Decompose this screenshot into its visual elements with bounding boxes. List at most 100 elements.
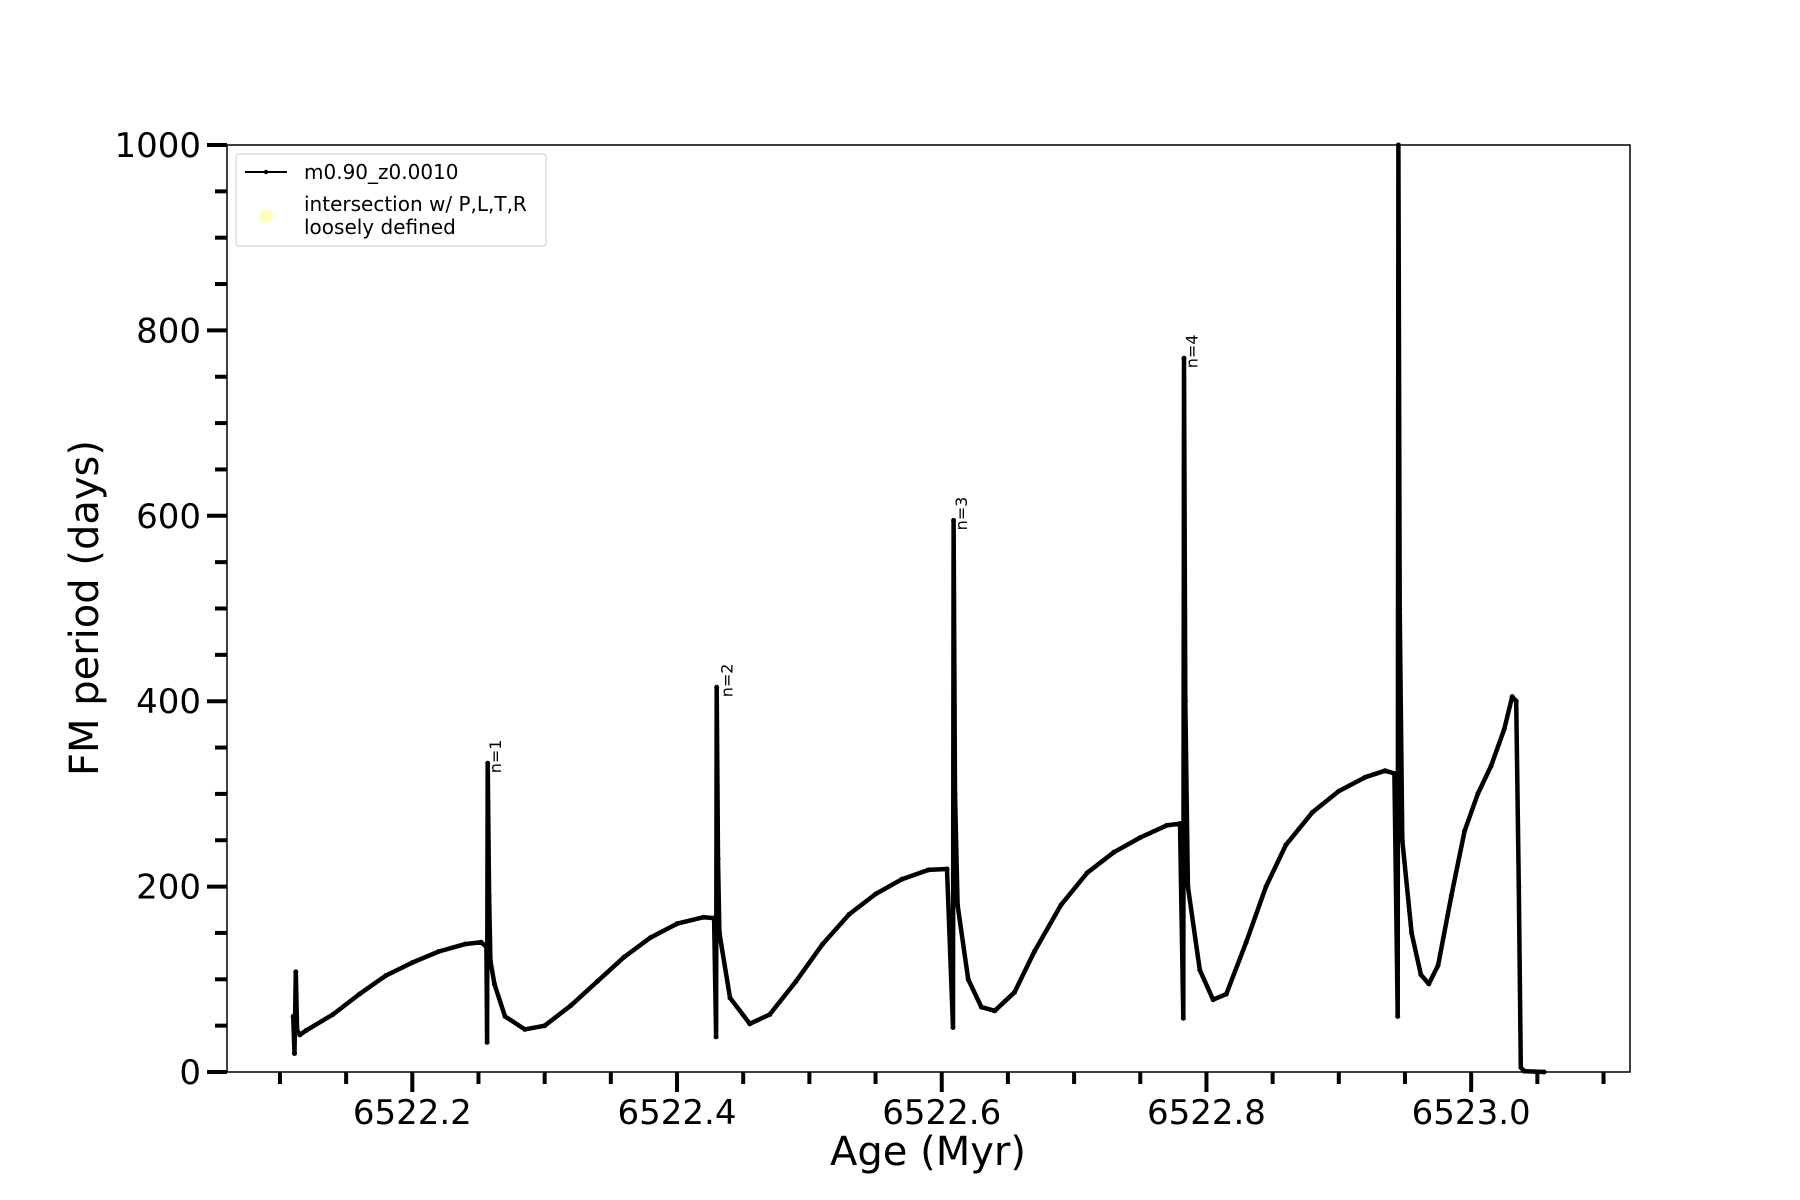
data-point [462, 941, 468, 947]
data-point [1137, 835, 1143, 840]
data-point [952, 791, 958, 797]
legend-entry-intersection: intersection w/ P,L,T,R [304, 192, 527, 216]
data-point [1501, 726, 1507, 732]
data-point [292, 1051, 297, 1056]
data-point [711, 915, 717, 921]
data-point [1475, 791, 1481, 797]
y-tick-label: 400 [136, 682, 201, 722]
data-point [1111, 849, 1117, 855]
data-point [522, 1026, 528, 1032]
data-point [1462, 828, 1468, 834]
data-point [568, 1002, 574, 1008]
data-point [955, 902, 961, 908]
x-axis-label: Age (Myr) [830, 1129, 1026, 1175]
legend-circle-marker [259, 209, 273, 223]
data-point [1223, 991, 1229, 997]
data-point [1448, 893, 1454, 899]
legend-entry-intersection-line2: loosely defined [304, 215, 456, 239]
data-point [951, 517, 957, 523]
data-point [1336, 788, 1342, 794]
data-point [1164, 822, 1170, 828]
data-point [1283, 842, 1289, 848]
x-tick-label: 6522.8 [1147, 1093, 1266, 1133]
data-point [1058, 902, 1064, 908]
data-point [1509, 694, 1515, 700]
data-point [502, 1013, 508, 1019]
data-point [978, 1004, 984, 1010]
data-point [1516, 884, 1522, 890]
data-point [1177, 821, 1183, 827]
data-point [1399, 837, 1405, 843]
x-tick-label: 6523.0 [1412, 1093, 1531, 1133]
data-point [1513, 698, 1519, 704]
y-tick-label: 800 [136, 311, 201, 351]
series-layer [290, 142, 1547, 1075]
data-point [873, 891, 879, 897]
data-point [1395, 1013, 1401, 1019]
legend-line-dot [263, 169, 269, 175]
peak-annotation: n=4 [1182, 334, 1201, 368]
legend: m0.90_z0.0010 intersection w/ P,L,T,R lo… [235, 153, 547, 247]
data-point [1181, 355, 1187, 361]
data-point [1382, 768, 1388, 774]
y-minor-ticks [215, 189, 227, 1028]
peak-annotation: n=1 [486, 740, 505, 774]
data-point [820, 941, 826, 947]
data-point [1518, 1064, 1524, 1070]
data-point [793, 978, 799, 984]
data-point [846, 911, 852, 917]
data-point [484, 1039, 490, 1045]
data-point [1031, 949, 1037, 954]
data-point [992, 1008, 998, 1014]
data-point [409, 960, 415, 966]
annotations: n=1 n=2 n=3 n=4 [486, 334, 1201, 773]
data-point [648, 935, 653, 941]
x-tick-label: 6522.2 [353, 1093, 472, 1133]
data-point [926, 867, 931, 873]
data-point [383, 973, 389, 979]
y-tick-label: 0 [179, 1053, 201, 1093]
data-point [293, 969, 299, 975]
data-point [356, 991, 362, 997]
data-point [767, 1012, 773, 1017]
data-point [1210, 997, 1216, 1003]
plot-area [226, 144, 1631, 1073]
data-point [747, 1021, 753, 1027]
data-point [478, 939, 484, 945]
data-point [950, 1025, 956, 1030]
data-point [1395, 142, 1401, 148]
data-point [294, 1027, 300, 1033]
data-point [297, 1032, 303, 1038]
x-tick-label: 6522.6 [882, 1093, 1001, 1133]
peak-annotation: n=2 [718, 664, 737, 698]
x-axis: 6522.2 6522.4 6522.6 6522.8 6523.0 [277, 1072, 1606, 1133]
data-point [483, 944, 489, 950]
data-point [1263, 884, 1269, 890]
data-point [727, 995, 733, 1001]
data-point [1426, 981, 1432, 987]
data-point [714, 684, 720, 690]
data-point [1182, 698, 1188, 704]
data-point [1084, 870, 1090, 876]
x-tick-label: 6522.4 [618, 1093, 737, 1133]
data-point [1541, 1069, 1547, 1075]
series-line [290, 142, 1547, 1075]
data-point [1435, 962, 1441, 968]
data-point [595, 978, 601, 984]
data-point [1391, 771, 1397, 776]
data-point [491, 981, 497, 987]
data-point [701, 914, 706, 920]
data-point [621, 954, 627, 960]
data-point [1185, 884, 1191, 890]
data-point [485, 760, 491, 766]
peak-annotation: n=3 [952, 497, 971, 531]
data-point [486, 893, 492, 899]
data-point [1243, 939, 1249, 945]
data-point [1488, 763, 1494, 769]
data-point [1409, 930, 1415, 936]
y-axis: 0 200 400 600 800 1000 [114, 126, 227, 1093]
data-point [715, 856, 721, 862]
data-point [1180, 1015, 1186, 1021]
data-point [487, 958, 493, 964]
